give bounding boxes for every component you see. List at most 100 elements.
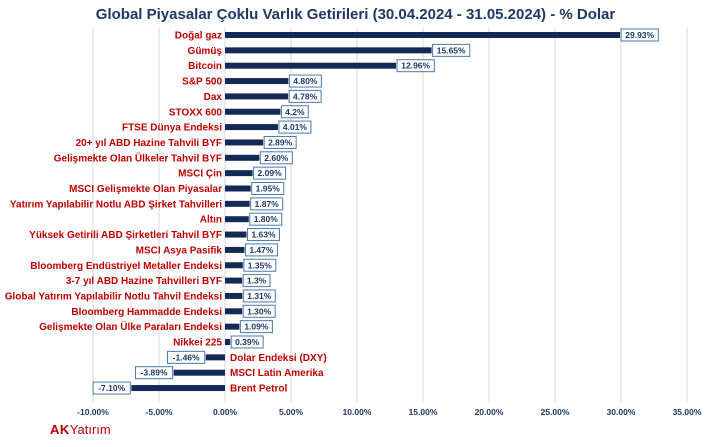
value-label-text: 0.39% [235, 337, 260, 347]
value-label-text: -1.46% [173, 352, 200, 362]
x-tick-label: 0.00% [213, 407, 238, 417]
value-label: 1.09% [239, 320, 273, 334]
value-label-box [278, 120, 312, 134]
x-tick-label: -5.00% [146, 407, 173, 417]
value-label-text: 4.2% [285, 107, 305, 117]
value-label-text: 1.35% [248, 260, 273, 270]
category-label: Gümüş [188, 46, 223, 57]
value-labels: 29.93% 15.65% 12.96% 4.80% 4.78% 4.2% 4.01% 2.8… [92, 28, 659, 395]
value-label-box [288, 74, 322, 88]
value-label-text: 4.01% [283, 122, 308, 132]
value-label-text: 1.09% [244, 322, 269, 332]
value-label: 1.31% [242, 289, 276, 303]
category-label: Bloomberg Hammadde Endeksi [71, 307, 222, 318]
bar [131, 385, 225, 392]
category-label: Bitcoin [188, 61, 222, 72]
bar [225, 262, 243, 269]
value-label: 1.47% [244, 243, 278, 257]
value-label-box [242, 274, 271, 288]
value-label: 1.87% [250, 197, 284, 211]
x-tick-label: 25.00% [541, 407, 570, 417]
value-label: 0.39% [230, 335, 264, 349]
bar [225, 185, 251, 192]
category-label: Yüksek Getirili ABD Şirketleri Tahvil BY… [29, 230, 222, 241]
category-label: Dolar Endeksi (DXY) [230, 353, 327, 364]
category-label: Gelişmekte Olan Ülke Paraları Endeksi [39, 320, 222, 333]
x-tick-label: 5.00% [279, 407, 304, 417]
value-label: 4.80% [288, 74, 322, 88]
value-label: 1.3% [242, 274, 271, 288]
category-label: FTSE Dünya Endeksi [122, 123, 222, 134]
category-label: MSCI Latin Amerika [230, 368, 324, 379]
value-label-text: 4.80% [293, 76, 318, 86]
value-label-text: -3.89% [141, 368, 168, 378]
bar [225, 78, 289, 85]
value-label-box [251, 182, 285, 195]
bar [225, 231, 247, 238]
bar [225, 32, 621, 38]
value-label-box [244, 243, 278, 257]
bar [225, 277, 243, 284]
value-label: 1.80% [249, 212, 283, 226]
bar [173, 369, 225, 376]
category-label: Bloomberg Endüstriyel Metaller Endeksi [30, 261, 222, 272]
value-label-text: 15.65% [437, 45, 466, 55]
x-tick-label: 20.00% [475, 407, 504, 417]
value-label-box [242, 289, 276, 303]
category-label: MSCI Gelişmekte Olan Piyasalar [69, 184, 222, 195]
value-label: 1.30% [242, 304, 276, 318]
bar [225, 246, 245, 253]
value-label-box [242, 304, 276, 318]
category-labels: Doğal gaz Gümüş Bitcoin S&P 500 Dax STOXX 600… [5, 31, 327, 395]
category-label: Dax [204, 92, 223, 103]
value-label: -3.89% [134, 366, 174, 380]
value-label: 1.63% [247, 228, 281, 242]
category-label: Yatırım Yapılabilir Notlu ABD Şirket Tah… [10, 199, 222, 210]
value-label-box [243, 258, 277, 272]
value-label-box [167, 350, 206, 364]
value-label-text: 1.63% [251, 230, 276, 240]
bar [225, 170, 253, 177]
x-tick-label: -10.00% [77, 407, 109, 417]
category-label: MSCI Asya Pasifik [136, 245, 223, 256]
x-axis-ticks: -10.00% -5.00% 0.00% 5.00% 10.00% 15.00% 20.00… [77, 407, 702, 417]
category-label: Brent Petrol [230, 384, 287, 395]
bar [225, 200, 250, 207]
bar [225, 47, 432, 54]
value-label-text: 1.87% [255, 199, 280, 209]
category-label: Doğal gaz [175, 31, 222, 42]
value-label-box [239, 320, 273, 334]
value-label-box [249, 212, 283, 226]
value-label-text: 1.3% [247, 276, 267, 286]
category-label: S&P 500 [182, 77, 222, 88]
x-tick-label: 15.00% [409, 407, 438, 417]
value-label: 29.93% [620, 28, 659, 42]
bar [225, 308, 243, 315]
value-label-box [134, 366, 174, 380]
logo-rest: Yatırım [69, 422, 111, 437]
value-label-box [432, 43, 471, 57]
category-label: 3-7 yıl ABD Hazine Tahvilleri BYF [66, 276, 222, 287]
bar [225, 339, 231, 345]
x-tick-label: 10.00% [343, 407, 372, 417]
value-label: 4.01% [278, 120, 312, 134]
value-label-box [280, 105, 309, 119]
value-label: 1.95% [251, 182, 285, 195]
bar [225, 124, 278, 131]
bar [205, 354, 225, 361]
chart-title: Global Piyasalar Çoklu Varlık Getirileri… [95, 6, 616, 23]
category-label: Altın [200, 215, 222, 226]
category-label: Nikkei 225 [173, 338, 222, 349]
value-label-text: 1.30% [247, 306, 272, 316]
bar [225, 93, 289, 100]
value-label: 2.89% [263, 135, 297, 149]
value-label: 12.96% [396, 59, 435, 73]
value-label: -1.46% [167, 350, 206, 364]
value-label-text: -7.10% [98, 383, 125, 393]
category-label: MSCI Çin [178, 169, 222, 180]
bar [225, 323, 240, 330]
bar [225, 216, 249, 223]
value-label-box [247, 228, 281, 242]
value-label-box [620, 28, 659, 42]
category-label: Gelişmekte Olan Ülkeler Tahvil BYF [54, 151, 222, 164]
